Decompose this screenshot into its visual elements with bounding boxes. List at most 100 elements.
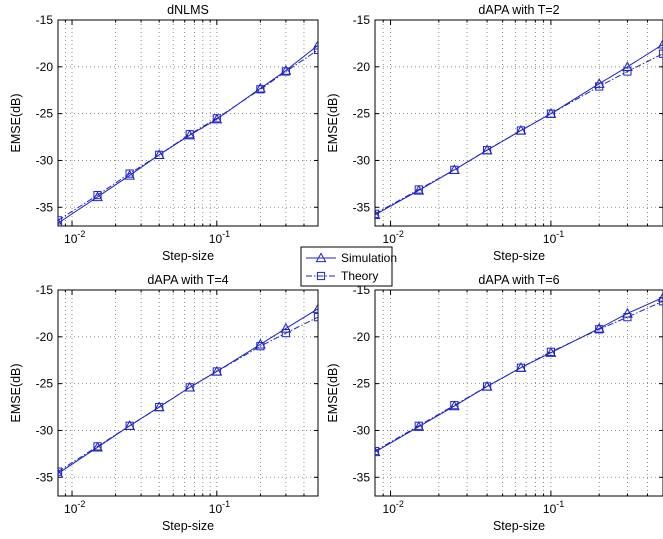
theory-marker — [125, 169, 134, 178]
theory-line — [375, 53, 663, 215]
axes-frame — [374, 19, 663, 227]
y-tick-label: -20 — [353, 330, 371, 344]
x-tick-label: 10-2 — [64, 499, 85, 516]
theory-marker — [414, 421, 423, 430]
x-axis-label: Step-size — [493, 249, 545, 263]
series-group — [58, 39, 318, 226]
theory-marker — [93, 191, 102, 200]
simulation-line — [58, 308, 318, 474]
simulation-marker — [184, 129, 196, 140]
x-tick-label: 10-1 — [209, 229, 230, 246]
simulation-marker — [312, 39, 318, 50]
theory-marker — [93, 442, 102, 451]
theory-marker — [658, 297, 663, 306]
series-group — [375, 291, 663, 457]
y-tick-label: -25 — [36, 377, 54, 391]
legend-theory-label: Theory — [341, 269, 378, 283]
chart-title: dNLMS — [167, 3, 209, 17]
theory-marker — [375, 209, 380, 218]
y-axis-label: EMSE(dB) — [9, 363, 23, 422]
theory-marker — [212, 114, 221, 123]
theory-marker — [546, 109, 556, 118]
simulation-marker — [58, 217, 63, 226]
chart-title: dAPA with T=4 — [147, 273, 228, 287]
x-tick-label: 10-1 — [543, 229, 564, 246]
simulation-marker — [312, 303, 318, 313]
simulation-marker — [657, 38, 663, 49]
theory-marker — [450, 165, 459, 174]
y-tick-label: -35 — [36, 470, 54, 484]
x-tick-label: 10-2 — [383, 499, 404, 516]
x-axis-label: Step-size — [162, 519, 214, 533]
x-tick-label: 10-1 — [209, 499, 230, 516]
x-tick-label: 10-2 — [64, 229, 85, 246]
theory-marker — [482, 382, 492, 391]
legend-theory-marker — [316, 271, 326, 281]
theory-marker — [516, 363, 526, 372]
theory-marker — [256, 342, 265, 351]
series-group — [58, 303, 318, 478]
simulation-marker — [375, 446, 381, 457]
chart-panel-3: -35 -30 -25 -20 -15 10-2 10-1 dAPA with T=4 Step… — [9, 273, 319, 533]
theory-marker — [414, 185, 423, 194]
y-tick-label: -15 — [36, 283, 54, 297]
y-tick-label: -30 — [36, 153, 54, 167]
simulation-line — [375, 43, 663, 216]
y-tick-label: -20 — [36, 60, 54, 74]
x-tick-label: 10-1 — [543, 499, 564, 516]
theory-marker — [595, 82, 604, 91]
simulation-marker — [375, 209, 381, 219]
simulation-line — [375, 297, 663, 453]
simulation-marker — [545, 347, 557, 357]
x-tick-label: 10-2 — [383, 229, 404, 246]
legend-simulation-label: Simulation — [341, 251, 397, 265]
y-tick-label: -25 — [353, 377, 371, 391]
plot-area — [58, 290, 318, 496]
theory-marker — [623, 67, 632, 76]
theory-marker — [185, 130, 194, 139]
simulation-marker — [413, 421, 425, 431]
y-axis-label: EMSE(dB) — [9, 93, 23, 152]
simulation-marker — [58, 467, 64, 478]
theory-marker — [313, 45, 318, 55]
y-tick-label: -20 — [353, 60, 371, 74]
legend: Simulation Theory — [300, 246, 397, 287]
theory-marker — [212, 367, 221, 376]
chart-panel-1: -35 -30 -25 -20 -15 10-2 10-1 dNLMS Step-size EMS… — [9, 3, 319, 263]
x-axis-label: Step-size — [162, 249, 214, 263]
theory-marker — [155, 402, 164, 412]
axes-frame — [57, 289, 319, 497]
y-tick-label: -35 — [353, 200, 371, 214]
theory-marker — [623, 313, 632, 322]
theory-marker — [450, 401, 459, 410]
chart-title: dAPA with T=6 — [478, 273, 559, 287]
simulation-marker — [280, 322, 292, 333]
chart-panel-2: -35 -30 -25 -20 -15 10-2 10-1 dAPA with T=2 Step… — [326, 3, 663, 263]
theory-marker — [546, 347, 556, 356]
simulation-marker — [92, 441, 103, 452]
y-tick-label: -35 — [353, 470, 371, 484]
axes-frame — [57, 19, 319, 227]
theory-marker — [658, 49, 663, 58]
y-tick-label: -30 — [36, 423, 54, 437]
y-tick-label: -25 — [353, 107, 371, 121]
plot-area — [375, 290, 663, 496]
y-tick-label: -30 — [353, 153, 371, 167]
y-axis-label: EMSE(dB) — [326, 363, 340, 422]
theory-marker — [595, 325, 604, 334]
series-group — [375, 38, 663, 219]
y-tick-label: -15 — [353, 13, 371, 27]
legend-simulation-marker — [315, 252, 327, 263]
theory-marker — [482, 146, 492, 155]
plot-area — [375, 20, 663, 226]
theory-marker — [125, 421, 134, 430]
theory-marker — [58, 216, 63, 225]
simulation-marker — [280, 64, 292, 75]
y-tick-label: -20 — [36, 330, 54, 344]
simulation-marker — [448, 400, 460, 411]
simulation-marker — [621, 61, 633, 71]
simulation-marker — [621, 307, 633, 318]
theory-marker — [281, 67, 290, 76]
